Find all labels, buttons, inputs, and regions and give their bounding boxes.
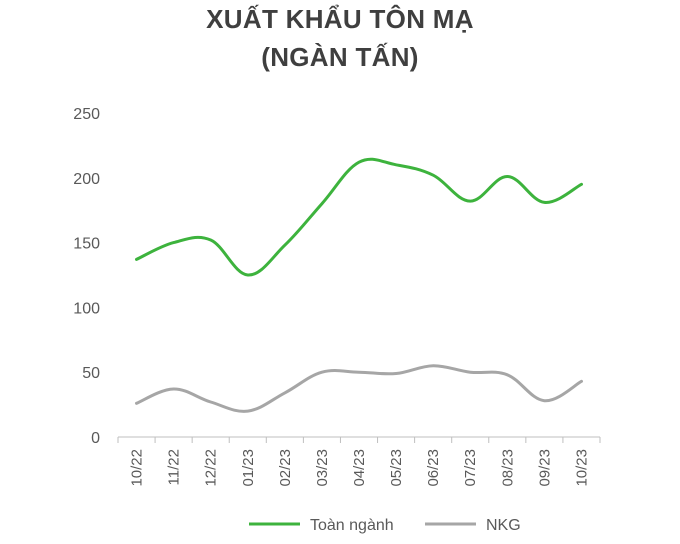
x-tick-label: 09/23 (536, 449, 553, 487)
x-tick-label: 10/23 (573, 449, 590, 487)
x-tick-label: 03/23 (314, 449, 331, 487)
y-tick-label: 0 (91, 430, 100, 447)
x-tick-label: 02/23 (277, 449, 294, 487)
x-tick-label: 05/23 (388, 449, 405, 487)
y-tick-label: 50 (82, 365, 100, 382)
y-tick-label: 150 (73, 236, 100, 253)
legend-label: Toàn ngành (310, 517, 394, 534)
chart-title-line2: (NGÀN TẤN) (261, 42, 419, 72)
x-tick-label: 06/23 (425, 449, 442, 487)
y-tick-label: 200 (73, 171, 100, 188)
x-tick-label: 01/23 (240, 449, 257, 487)
chart-title-line1: XUẤT KHẨU TÔN MẠ (206, 4, 474, 34)
series-line-toan-nganh (135, 157, 583, 277)
y-tick-label: 250 (73, 106, 100, 123)
x-tick-label: 04/23 (351, 449, 368, 487)
x-tick-label: 12/22 (203, 449, 220, 487)
y-tick-label: 100 (73, 300, 100, 317)
x-tick-label: 11/22 (166, 449, 183, 485)
x-tick-label: 08/23 (499, 449, 516, 487)
x-tick-label: 07/23 (462, 449, 479, 487)
legend-label: NKG (486, 517, 521, 534)
x-tick-label: 10/22 (129, 449, 146, 487)
series-line-nkg (135, 364, 583, 413)
